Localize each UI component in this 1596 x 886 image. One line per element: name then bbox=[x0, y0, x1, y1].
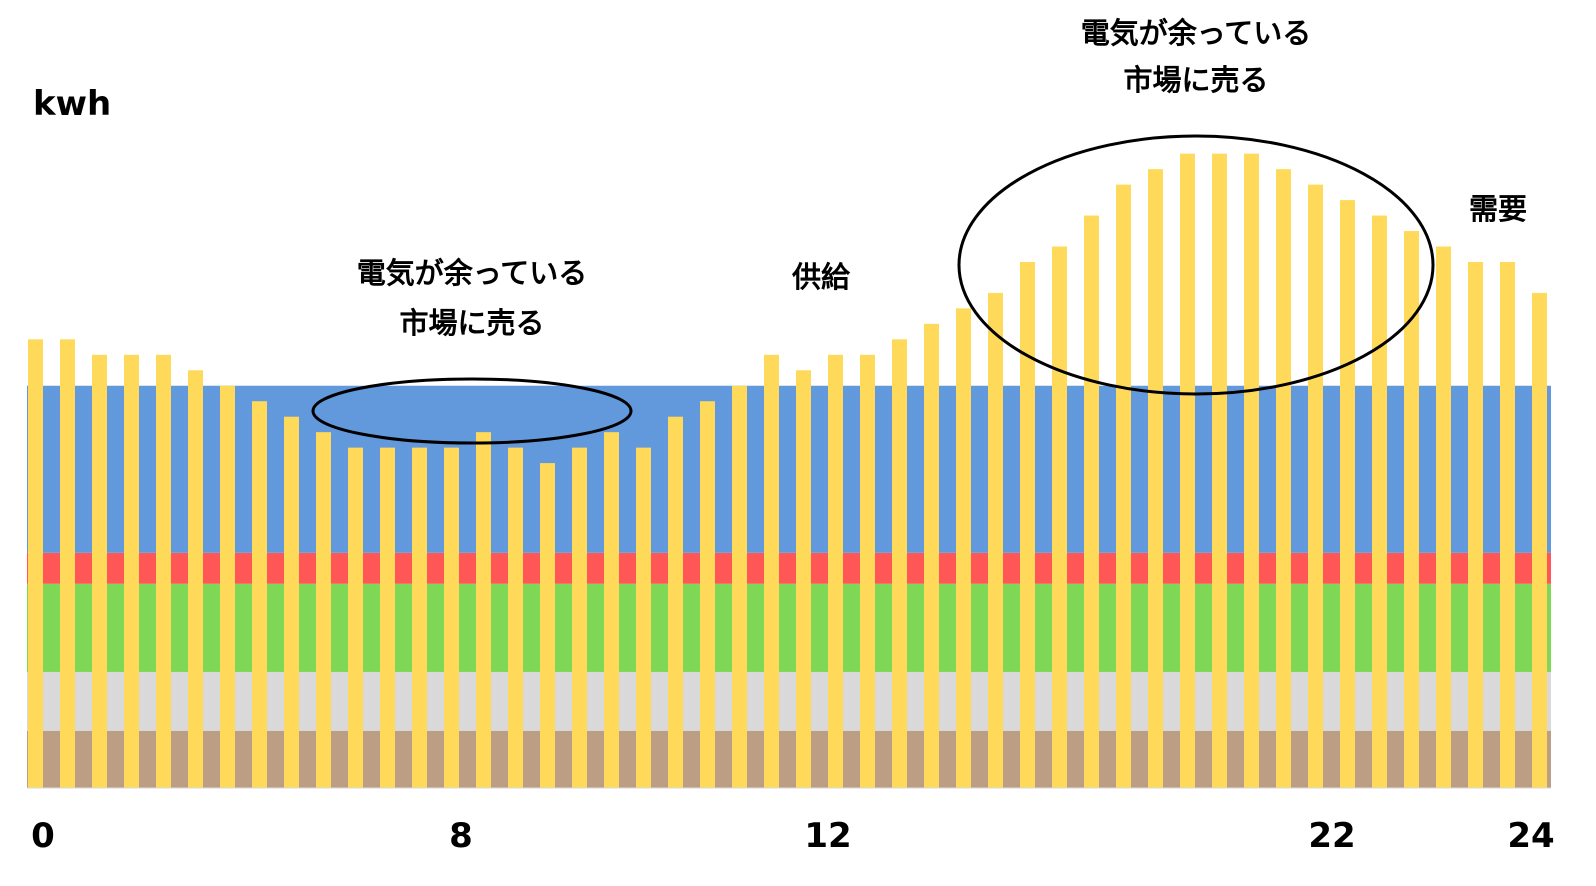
annotation-2-line1: 電気が余っている bbox=[1081, 16, 1312, 50]
demand-bar bbox=[924, 323, 939, 788]
y-axis-label: kwh bbox=[33, 84, 111, 124]
x-tick-label-8: 8 bbox=[449, 816, 473, 856]
demand-bar bbox=[1148, 169, 1163, 789]
demand-bar bbox=[1276, 169, 1291, 789]
demand-bar bbox=[1212, 153, 1227, 788]
demand-bars bbox=[28, 153, 1547, 789]
annotation-1-ellipse bbox=[311, 377, 633, 445]
demand-bar bbox=[1404, 231, 1419, 788]
demand-bar bbox=[668, 416, 683, 788]
annotation-2-line2: 市場に売る bbox=[1123, 63, 1268, 97]
demand-bar bbox=[1468, 261, 1483, 788]
demand-bar bbox=[732, 385, 747, 788]
demand-bar bbox=[284, 416, 299, 788]
demand-bar bbox=[380, 447, 395, 788]
supply-layers bbox=[27, 385, 1551, 788]
demand-bar bbox=[252, 401, 267, 788]
demand-bar bbox=[1500, 261, 1515, 788]
demand-label: 需要 bbox=[1469, 192, 1527, 226]
demand-bar bbox=[28, 339, 43, 788]
demand-bar bbox=[700, 401, 715, 788]
annotation-1-line2: 市場に売る bbox=[399, 306, 544, 340]
demand-bar bbox=[348, 447, 363, 788]
demand-bar bbox=[316, 432, 331, 788]
demand-bar bbox=[1308, 184, 1323, 788]
demand-bar bbox=[1244, 153, 1259, 788]
demand-bar bbox=[1180, 153, 1195, 788]
x-tick-label-22: 22 bbox=[1308, 816, 1355, 856]
x-tick-label-12: 12 bbox=[804, 816, 851, 856]
demand-bar bbox=[1084, 215, 1099, 788]
supply-layer-2 bbox=[27, 583, 1551, 672]
demand-bar bbox=[1116, 184, 1131, 788]
demand-bar bbox=[604, 432, 619, 788]
demand-bar bbox=[1372, 215, 1387, 788]
demand-bar bbox=[1020, 261, 1035, 788]
demand-bar bbox=[892, 339, 907, 788]
demand-bar bbox=[124, 354, 139, 788]
supply-layer-1 bbox=[27, 671, 1551, 731]
demand-bar bbox=[796, 370, 811, 788]
demand-bar bbox=[956, 308, 971, 788]
demand-bar bbox=[828, 354, 843, 788]
demand-bar bbox=[188, 370, 203, 788]
x-tick-label-24: 24 bbox=[1507, 816, 1554, 856]
annotation-2-ellipse bbox=[957, 134, 1435, 396]
annotation-1-line1: 電気が余っている bbox=[357, 256, 588, 290]
demand-bar bbox=[764, 354, 779, 788]
demand-bar bbox=[572, 447, 587, 788]
demand-bar bbox=[444, 447, 459, 788]
supply-layer-4 bbox=[27, 385, 1551, 553]
demand-bar bbox=[988, 292, 1003, 788]
supply-layer-0 bbox=[27, 730, 1551, 788]
demand-bar bbox=[1532, 292, 1547, 788]
demand-bar bbox=[540, 463, 555, 788]
demand-bar bbox=[860, 354, 875, 788]
supply-label: 供給 bbox=[791, 260, 851, 294]
demand-bar bbox=[508, 447, 523, 788]
demand-bar bbox=[1436, 246, 1451, 789]
demand-bar bbox=[476, 432, 491, 788]
demand-bar bbox=[156, 354, 171, 788]
demand-bar bbox=[412, 447, 427, 788]
demand-bar bbox=[1340, 200, 1355, 789]
demand-bar bbox=[1052, 246, 1067, 789]
supply-layer-3 bbox=[27, 552, 1551, 584]
x-tick-label-0: 0 bbox=[31, 816, 55, 856]
demand-bar bbox=[220, 385, 235, 788]
demand-bar bbox=[60, 339, 75, 788]
demand-bar bbox=[636, 447, 651, 788]
demand-bar bbox=[92, 354, 107, 788]
